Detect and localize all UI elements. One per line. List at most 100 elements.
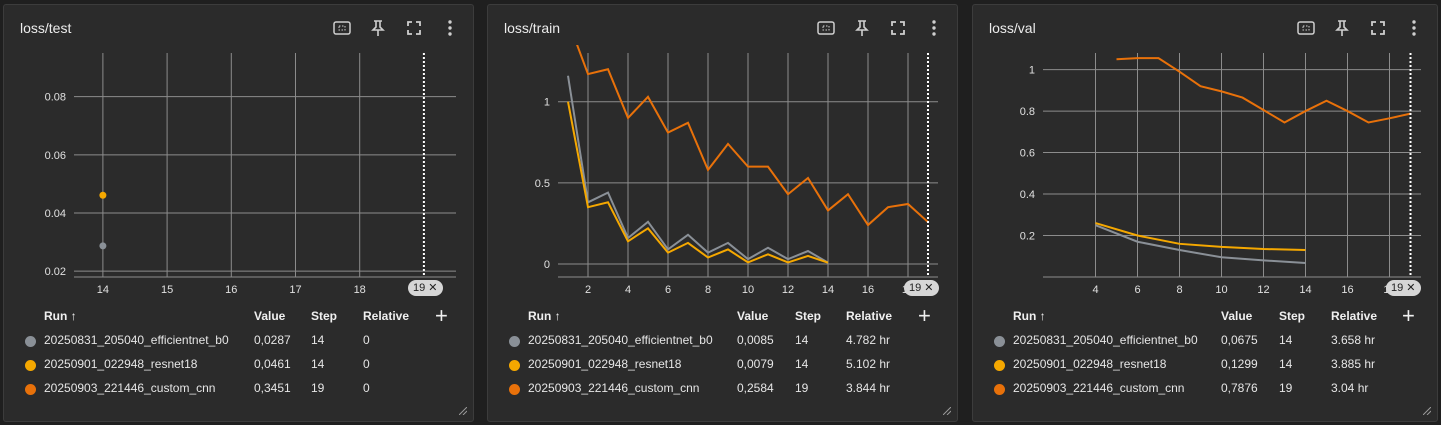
pin-icon — [1335, 20, 1349, 36]
x-tick-label: 4 — [1092, 284, 1098, 296]
run-relative: 3.658 hr — [1331, 333, 1376, 347]
run-relative: 4.782 hr — [846, 333, 891, 347]
run-step: 14 — [311, 357, 325, 371]
header-run[interactable]: Run ↑ — [44, 309, 77, 323]
fullscreen-button[interactable] — [1367, 17, 1389, 39]
header-relative[interactable]: Relative — [846, 309, 893, 323]
fit-domain-icon — [1297, 21, 1315, 35]
resize-handle-icon[interactable] — [459, 407, 467, 415]
fit-domain-button[interactable] — [1295, 17, 1317, 39]
run-relative: 3.04 hr — [1331, 381, 1369, 395]
more-vert-icon — [448, 20, 452, 36]
x-tick-label: 6 — [665, 284, 671, 296]
pin-button[interactable] — [367, 17, 389, 39]
header-relative[interactable]: Relative — [363, 309, 410, 323]
y-tick-label: 1 — [1029, 65, 1035, 77]
header-run[interactable]: Run ↑ — [528, 309, 561, 323]
x-tick-label: 15 — [161, 284, 173, 296]
fullscreen-button[interactable] — [887, 17, 909, 39]
header-run[interactable]: Run ↑ — [1013, 309, 1046, 323]
header-step[interactable]: Step — [795, 309, 822, 323]
run-step: 19 — [795, 381, 809, 395]
header-step[interactable]: Step — [311, 309, 338, 323]
run-color-resnet — [25, 360, 36, 371]
run-relative: 0 — [363, 333, 370, 347]
chart-loss-train[interactable]: 00.5124681012141618 — [488, 45, 959, 305]
y-tick-label: 0.02 — [45, 266, 66, 278]
cursor-step-badge[interactable]: 19 ✕ — [1386, 280, 1421, 296]
resize-handle-icon[interactable] — [1423, 407, 1431, 415]
run-relative: 5.102 hr — [846, 357, 891, 371]
x-tick-label: 8 — [705, 284, 711, 296]
run-step: 14 — [311, 333, 325, 347]
chart-loss-val[interactable]: 0.20.40.60.814681012141618 — [973, 45, 1439, 305]
run-name: 20250831_205040_efficientnet_b0 — [1013, 333, 1198, 347]
fullscreen-icon — [891, 21, 905, 35]
series-line — [576, 45, 929, 227]
add-column-button[interactable]: + — [435, 303, 448, 328]
cursor-step-badge[interactable]: 19 ✕ — [904, 280, 939, 296]
series-line — [567, 75, 829, 264]
header-value[interactable]: Value — [1221, 309, 1253, 323]
run-value: 0,3451 — [254, 381, 291, 395]
data-point — [99, 191, 107, 199]
card-loss-train: loss/train 00.5124681012141618 19 ✕ Run … — [487, 4, 958, 422]
y-tick-label: 0.4 — [1020, 189, 1035, 201]
x-tick-label: 17 — [289, 284, 301, 296]
run-name: 20250901_022948_resnet18 — [44, 357, 198, 371]
pin-button[interactable] — [1331, 17, 1353, 39]
more-options-button[interactable] — [439, 17, 461, 39]
header-value[interactable]: Value — [737, 309, 769, 323]
fullscreen-button[interactable] — [403, 17, 425, 39]
resize-handle-icon[interactable] — [943, 407, 951, 415]
chart-loss-test[interactable]: 0.02 0.04 0.06 0.08 14 15 16 17 18 — [4, 45, 475, 305]
run-value: 0,2584 — [737, 381, 774, 395]
badge-value: 19 — [1391, 282, 1404, 294]
run-step: 19 — [1279, 381, 1293, 395]
run-color-resnet — [994, 360, 1005, 371]
more-vert-icon — [1412, 20, 1416, 36]
header-step[interactable]: Step — [1279, 309, 1306, 323]
badge-value: 19 — [909, 282, 922, 294]
y-tick-label: 1 — [544, 97, 550, 109]
series-line — [1095, 222, 1306, 252]
run-relative: 0 — [363, 357, 370, 371]
more-options-button[interactable] — [923, 17, 945, 39]
run-name: 20250901_022948_resnet18 — [528, 357, 682, 371]
header-value[interactable]: Value — [254, 309, 286, 323]
x-tick-label: 16 — [225, 284, 237, 296]
run-color-efficientnet — [994, 336, 1005, 347]
run-relative: 0 — [363, 381, 370, 395]
run-value: 0,7876 — [1221, 381, 1258, 395]
run-color-custom-cnn — [994, 384, 1005, 395]
x-tick-label: 14 — [1299, 284, 1311, 296]
x-tick-label: 12 — [782, 284, 794, 296]
run-color-efficientnet — [25, 336, 36, 347]
card-toolbar — [815, 17, 945, 39]
header-relative[interactable]: Relative — [1331, 309, 1378, 323]
x-tick-label: 4 — [625, 284, 631, 296]
run-name: 20250831_205040_efficientnet_b0 — [528, 333, 713, 347]
run-name: 20250903_221446_custom_cnn — [528, 381, 700, 395]
card-title: loss/train — [504, 20, 561, 36]
fit-domain-button[interactable] — [331, 17, 353, 39]
add-column-button[interactable]: + — [1402, 303, 1415, 328]
y-tick-label: 0 — [544, 259, 550, 271]
x-tick-label: 14 — [97, 284, 109, 296]
x-tick-label: 6 — [1134, 284, 1140, 296]
y-tick-label: 0.06 — [45, 150, 66, 162]
run-color-efficientnet — [509, 336, 520, 347]
fit-domain-button[interactable] — [815, 17, 837, 39]
x-tick-label: 2 — [585, 284, 591, 296]
run-value: 0,0675 — [1221, 333, 1258, 347]
add-column-button[interactable]: + — [918, 303, 931, 328]
more-options-button[interactable] — [1403, 17, 1425, 39]
cursor-step-badge[interactable]: 19 ✕ — [408, 280, 443, 296]
pin-button[interactable] — [851, 17, 873, 39]
card-loss-test: loss/test 0.02 0.04 0.06 0.08 14 15 16 17 18 19 … — [3, 4, 474, 422]
series-line — [567, 101, 829, 264]
x-tick-label: 8 — [1176, 284, 1182, 296]
run-color-custom-cnn — [25, 384, 36, 395]
card-toolbar — [331, 17, 461, 39]
series-line — [1116, 57, 1411, 124]
